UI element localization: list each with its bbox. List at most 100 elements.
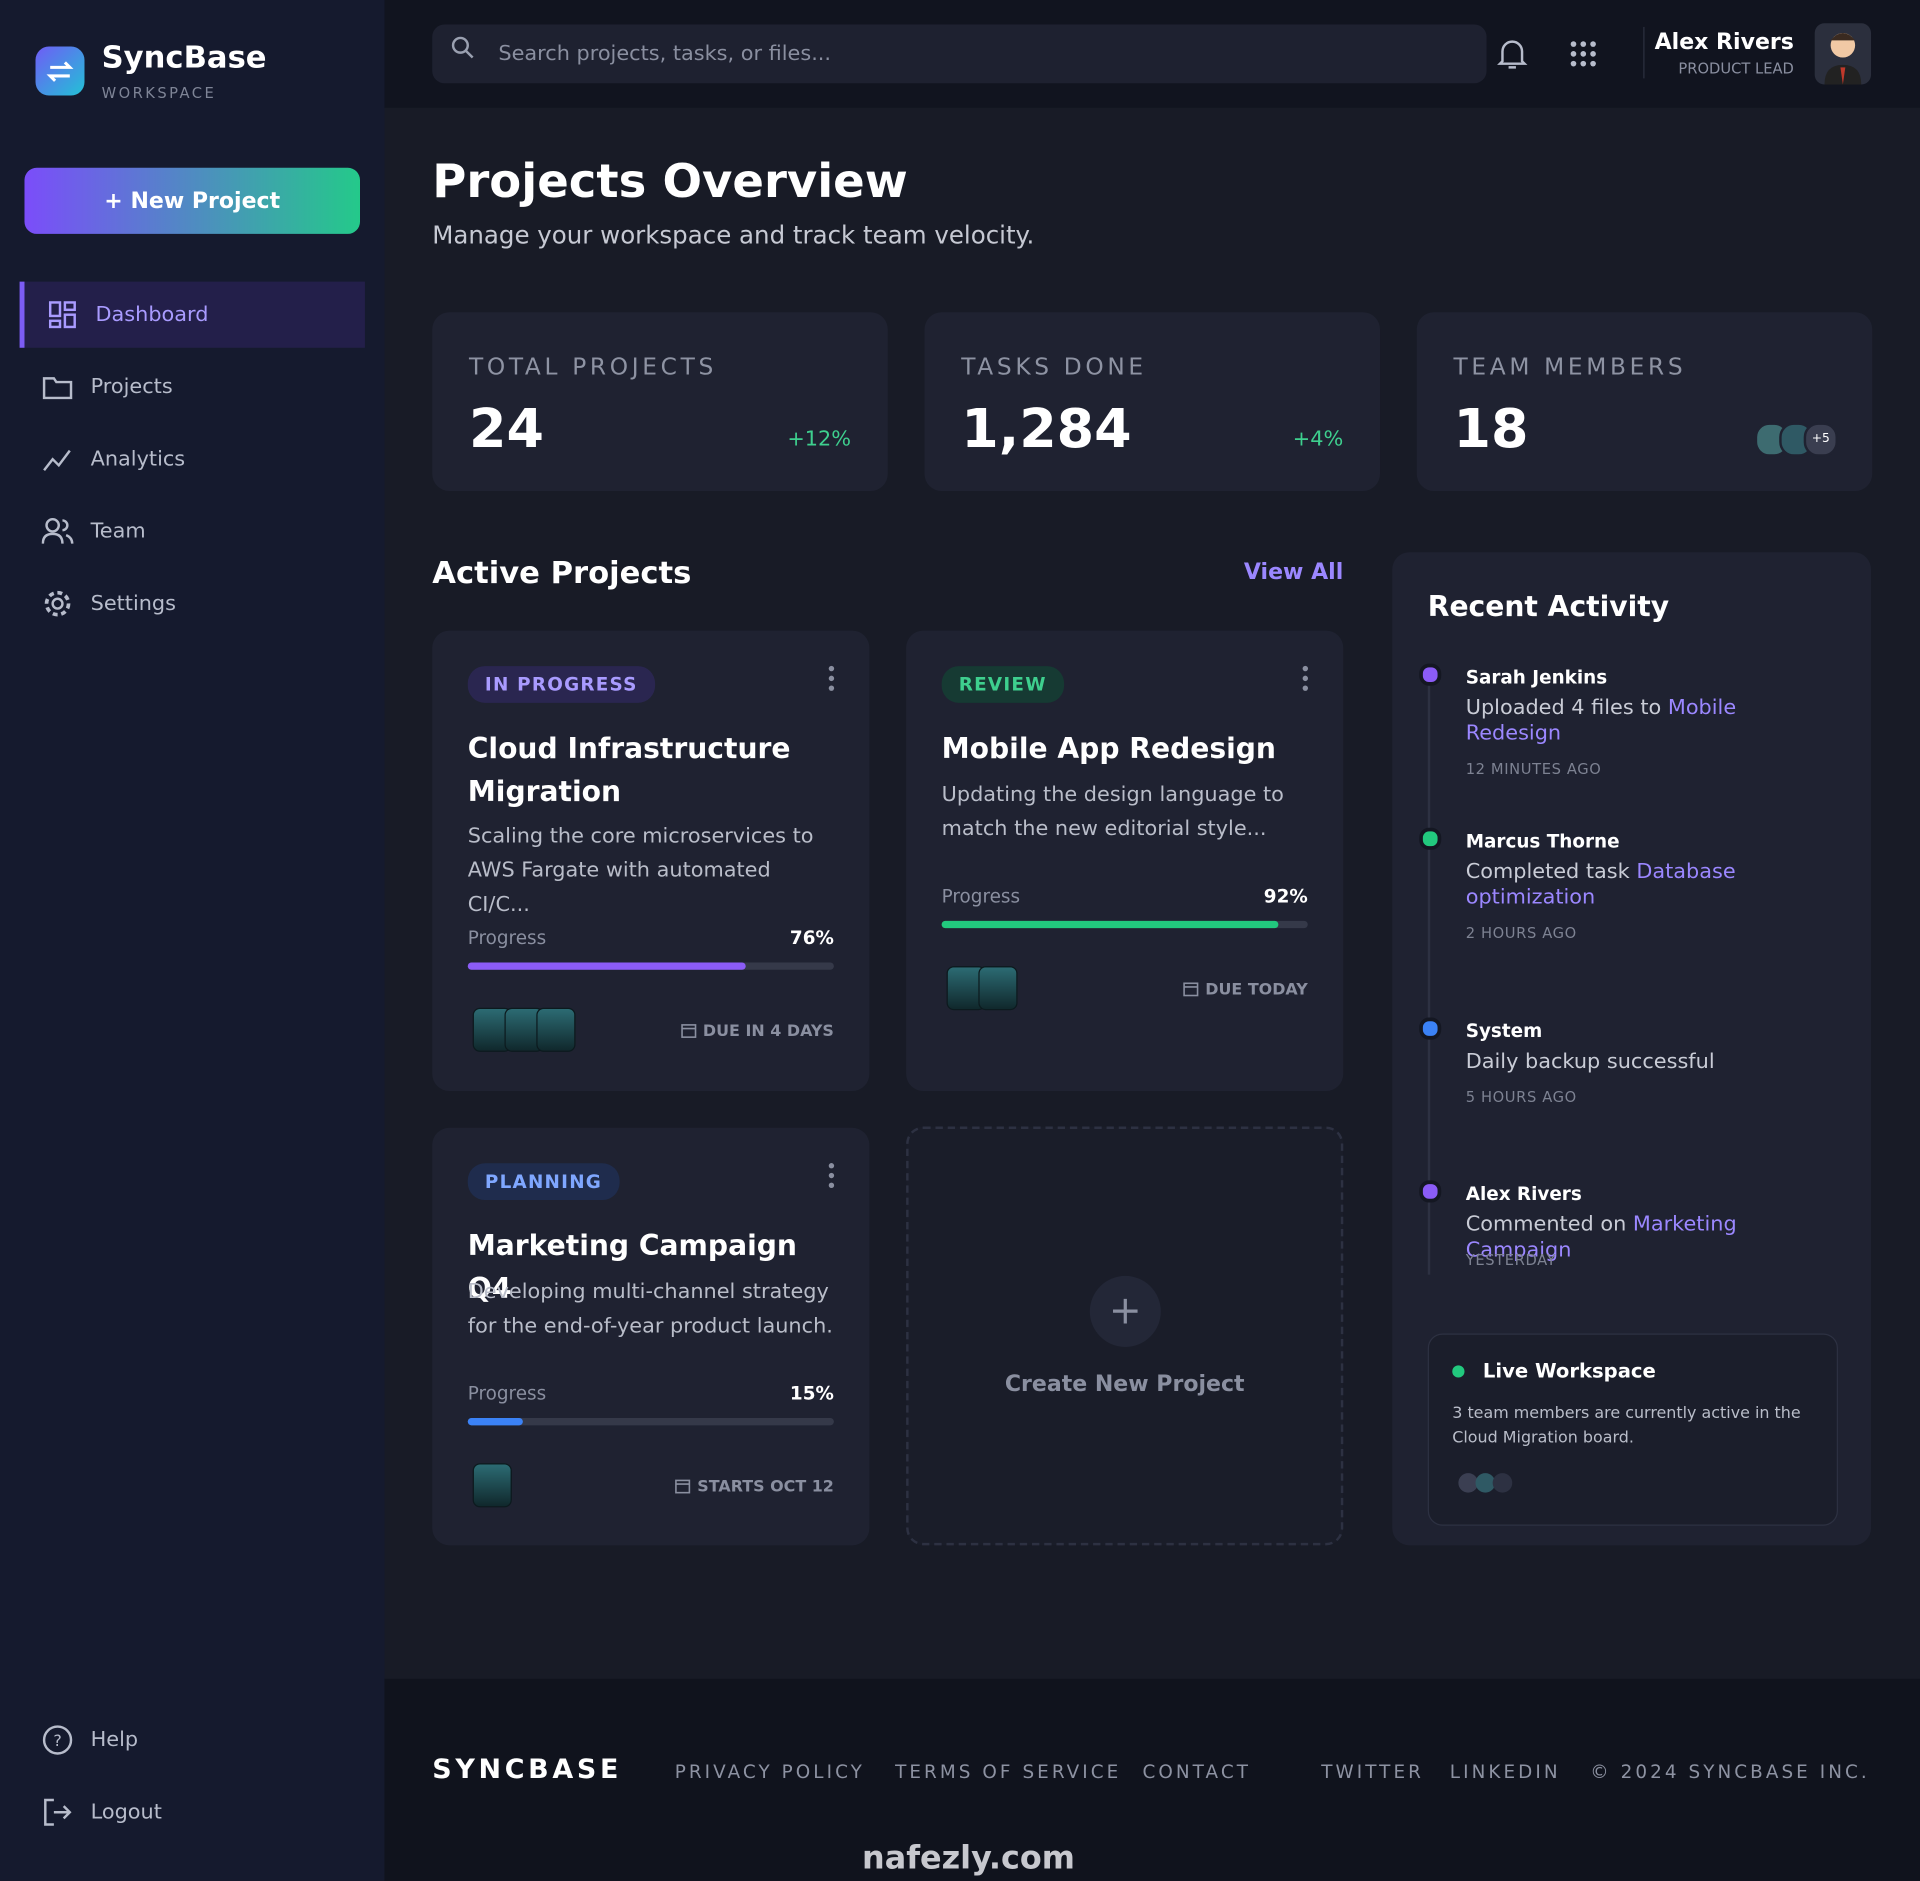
progress-value: 76% [789,926,834,949]
svg-text:?: ? [53,1731,61,1750]
activity-time: 12 MINUTES AGO [1465,760,1602,778]
nav-label: Settings [90,591,177,616]
timeline-line [1427,671,1431,1275]
status-pill: IN PROGRESS [467,666,655,703]
user-role: PRODUCT LEAD [1678,60,1794,78]
project-title: Marketing Campaign Q4 [467,1230,797,1306]
menu-dots[interactable] [828,665,835,692]
activity-name: Alex Rivers [1465,1182,1582,1205]
create-text: Create New Project [1004,1371,1245,1398]
stat-card: TOTAL PROJECTS 24 +12% [432,312,888,492]
project-card: REVIEW Mobile App Redesign Updating the de… [906,630,1344,1092]
nav-icon [42,377,73,400]
member-avatar [978,966,1018,1011]
progress-label: Progress [941,885,1021,908]
project-desc: Developing multi-channel strategy for th… [467,1279,833,1339]
footer-link[interactable]: TWITTER [1321,1760,1424,1783]
user-avatar[interactable] [1814,23,1872,85]
page-title: Projects Overview [432,154,908,209]
nav-item[interactable]: Team [20,498,365,564]
due-date: STARTS OCT 12 [675,1478,834,1496]
project-desc: Scaling the core microservices to AWS Fa… [467,824,814,918]
project-card: PLANNING Marketing Campaign Q4 Developing … [432,1127,870,1546]
activity-time: 5 HOURS AGO [1465,1088,1577,1106]
activity-text: Commented on Marketing Campaign [1466,1212,1833,1263]
activity-desc: Completed task [1465,859,1630,885]
due-date: DUE IN 4 DAYS [681,1022,834,1041]
nav-item[interactable]: Projects [20,354,365,420]
section-title: Active Projects [432,554,692,591]
activity-link[interactable]: Mobile Redesign [1465,695,1737,746]
stat-label: TEAM MEMBERS [1453,353,1687,381]
live-avatar [1475,1473,1496,1493]
create-plus: + [1089,1275,1161,1347]
live-box: Live Workspace 3 team members are curren… [1427,1333,1838,1526]
member-avatar [472,1463,512,1508]
brand: SyncBase [101,39,267,75]
dots-icon [1302,665,1309,691]
activity-text: Uploaded 4 files to Mobile Redesign [1466,696,1833,747]
nav-label: Team [90,519,146,544]
progress-value: 92% [1263,885,1308,908]
footer-link[interactable]: TERMS OF SERVICE [895,1760,1122,1783]
live-title: Live Workspace [1482,1359,1656,1383]
activity-name: Marcus Thorne [1465,830,1620,853]
project-title: Cloud Infrastructure Migration [467,733,791,809]
live-dot [1452,1365,1465,1378]
nav-icon [43,449,71,471]
page-subtitle: Manage your workspace and track team vel… [432,220,1035,250]
progress-label: Progress [467,926,547,949]
new-project-button[interactable]: + New Project [24,167,361,234]
due-text: STARTS OCT 12 [697,1477,834,1497]
menu-dots[interactable] [828,1162,835,1189]
activity-desc: Uploaded 4 files to [1465,695,1662,721]
logout-icon [44,1798,72,1826]
due-date: DUE TODAY [1183,981,1308,999]
activity-link[interactable]: Marketing Campaign [1465,1212,1737,1263]
progress-track [467,962,834,970]
status-pill: REVIEW [941,666,1064,703]
activity-title: Recent Activity [1427,591,1670,624]
bell-icon[interactable] [1496,37,1528,71]
activity-name: Sarah Jenkins [1465,666,1608,689]
avatar-art [1824,33,1862,85]
due-text: DUE IN 4 DAYS [702,1022,834,1041]
project-title: Mobile App Redesign [941,733,1276,766]
nav-label: Projects [90,374,173,400]
footer-link[interactable]: PRIVACY POLICY [674,1760,865,1783]
nav-icon [44,590,71,617]
footer-link[interactable]: CONTACT [1142,1760,1251,1783]
logout-link[interactable]: Logout [20,1779,365,1845]
apps-icon[interactable] [1570,40,1597,67]
activity-name: System [1465,1020,1543,1043]
user-name: Alex Rivers [1654,29,1794,56]
watermark: nafezly.com [862,1840,1075,1878]
nav-item[interactable]: Dashboard [19,281,365,348]
activity-text: Daily backup successful [1466,1049,1833,1075]
nav-item[interactable]: Settings [20,571,365,637]
live-avatar [1492,1473,1513,1493]
help-link[interactable]: ? Help [20,1707,365,1773]
activity-dot [1419,827,1442,850]
stat-card: TEAM MEMBERS 18 +5 [1416,312,1873,492]
progress-fill [467,1417,523,1426]
progress-label: Progress [467,1382,547,1405]
activity-link[interactable]: Database optimization [1465,859,1736,910]
search-box[interactable]: Search projects, tasks, or files... [432,24,1487,84]
create-card[interactable]: + Create New Project [906,1126,1344,1546]
stat-value: 18 [1453,397,1529,461]
calendar-icon [1183,982,1199,997]
status-pill: PLANNING [467,1163,620,1201]
nav-item[interactable]: Analytics [20,426,365,492]
activity-desc: Daily backup successful [1465,1049,1715,1074]
sidebar: SyncBase WORKSPACE + New Project ? Help L… [0,0,385,1881]
help-text: Help [90,1727,139,1753]
member-extra: +5 [1803,422,1838,457]
nav-label: Analytics [90,446,186,472]
calendar-icon [675,1479,691,1494]
footer-link[interactable]: LINKEDIN [1449,1760,1561,1783]
progress-value: 15% [789,1382,834,1405]
menu-dots[interactable] [1302,665,1309,692]
view-all-link[interactable]: View All [1243,559,1344,586]
